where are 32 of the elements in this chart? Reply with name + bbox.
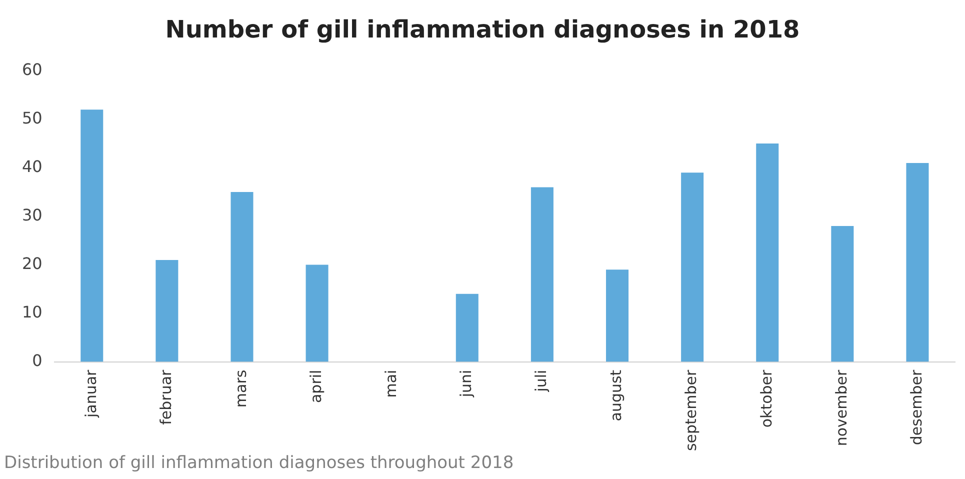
bar xyxy=(456,294,478,362)
bar xyxy=(906,162,929,362)
y-tick-label: 40 xyxy=(22,156,42,176)
x-tick-label: november xyxy=(832,368,850,446)
x-tick-label: oktober xyxy=(757,368,776,428)
chart-title: Number of gill inflammation diagnoses in 2018 xyxy=(165,16,800,44)
bar xyxy=(530,187,554,362)
x-tick-label: januar xyxy=(82,368,100,419)
x-tick-label: juli xyxy=(532,370,550,393)
x-tick-label: september xyxy=(682,368,700,452)
x-tick-label: desember xyxy=(907,368,926,446)
text: Distribution of gill inflammation diagnoses throughout 2018 xyxy=(4,452,514,473)
y-tick-label: 60 xyxy=(22,60,42,79)
x-tick-label: juni xyxy=(457,370,476,398)
x-tick-label: mars xyxy=(232,370,250,408)
x-tick-label: august xyxy=(607,370,626,422)
bar xyxy=(306,264,328,362)
bar xyxy=(230,192,254,362)
y-tick-label: 20 xyxy=(22,254,42,273)
y-tick-label: 0 xyxy=(32,350,42,370)
bar xyxy=(681,172,704,362)
y-tick-label: 50 xyxy=(22,108,42,128)
bar xyxy=(80,110,104,362)
x-tick-label: april xyxy=(306,370,325,404)
bar xyxy=(156,260,178,362)
x-tick-label: mai xyxy=(382,370,400,398)
y-tick-label: 10 xyxy=(22,302,42,322)
bar xyxy=(756,144,779,362)
y-tick-label: 30 xyxy=(22,205,42,224)
x-tick-label: februar xyxy=(156,368,175,425)
bar xyxy=(606,270,629,362)
bar xyxy=(831,226,854,362)
